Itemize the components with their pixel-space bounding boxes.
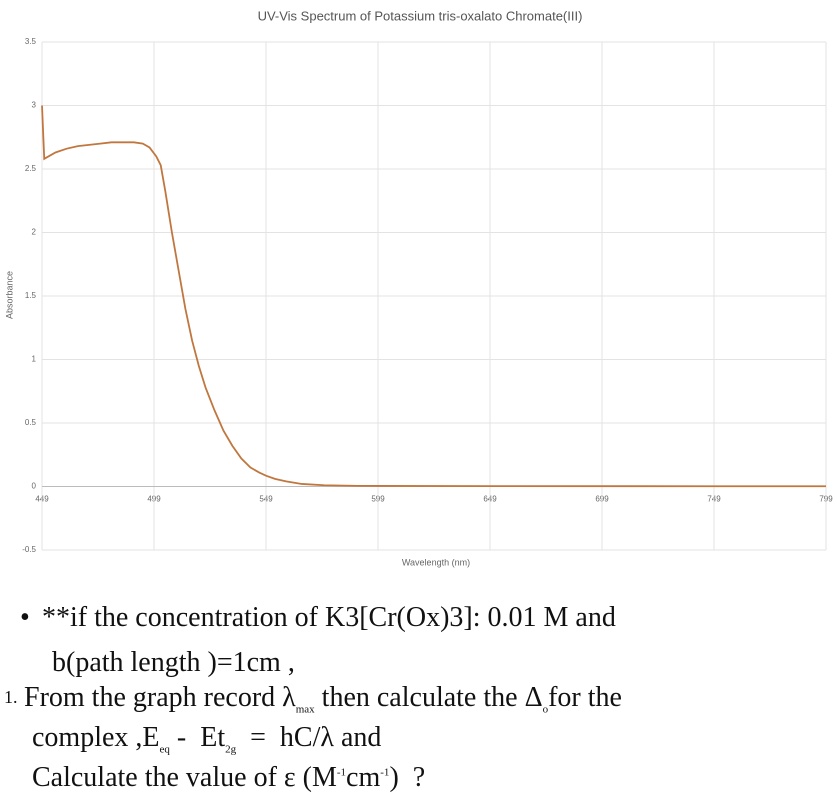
y-tick-label: -0.5 xyxy=(22,545,36,554)
y-tick-label: 3.5 xyxy=(25,37,37,46)
y-tick-label: 0.5 xyxy=(25,418,37,427)
question-line: From the graph record λmax then calculat… xyxy=(24,684,622,716)
text-run: for the xyxy=(548,682,622,713)
text-run: ) ? xyxy=(389,762,426,793)
bullet: • xyxy=(20,602,30,633)
text-run: From the graph record λ xyxy=(24,682,296,713)
subscript: max xyxy=(295,703,315,716)
superscript: -1 xyxy=(336,766,347,779)
subscript: o xyxy=(542,703,549,716)
y-tick-label: 2.5 xyxy=(25,164,37,173)
question-line: Calculate the value of ε (M-1cm-1) ? xyxy=(32,764,425,792)
chart: UV-Vis Spectrum of Potassium tris-oxalat… xyxy=(4,8,833,567)
data-line xyxy=(41,105,826,488)
question-line: b(path length )=1cm , xyxy=(52,647,295,678)
text-run: Calculate the value of ε (M xyxy=(32,762,337,793)
y-tick-label: 2 xyxy=(32,228,37,237)
y-axis-label: Absorbance xyxy=(4,271,14,319)
text-run: - Et xyxy=(169,722,226,753)
chart-title: UV-Vis Spectrum of Potassium tris-oxalat… xyxy=(258,8,583,23)
question-line: complex ,Eeq - Et2g = hC/λ and xyxy=(32,724,381,756)
subscript: eq xyxy=(159,743,170,756)
y-tick-label: 0 xyxy=(32,482,37,491)
y-tick-label: 1 xyxy=(32,355,37,364)
text-run: = hC/λ and xyxy=(236,722,382,753)
superscript: -1 xyxy=(380,766,390,779)
question-line: **if the concentration of K3[Cr(Ox)3]: 0… xyxy=(42,602,616,633)
item-number: 1. xyxy=(4,687,18,707)
text-run: then calculate the Δ xyxy=(314,682,543,713)
text-run: cm xyxy=(346,762,381,793)
y-tick-label: 1.5 xyxy=(25,291,37,300)
x-axis-label: Wavelength (nm) xyxy=(402,557,470,567)
y-tick-label: 3 xyxy=(32,101,37,110)
subscript: 2g xyxy=(225,743,237,756)
text-run: complex ,E xyxy=(32,722,160,753)
